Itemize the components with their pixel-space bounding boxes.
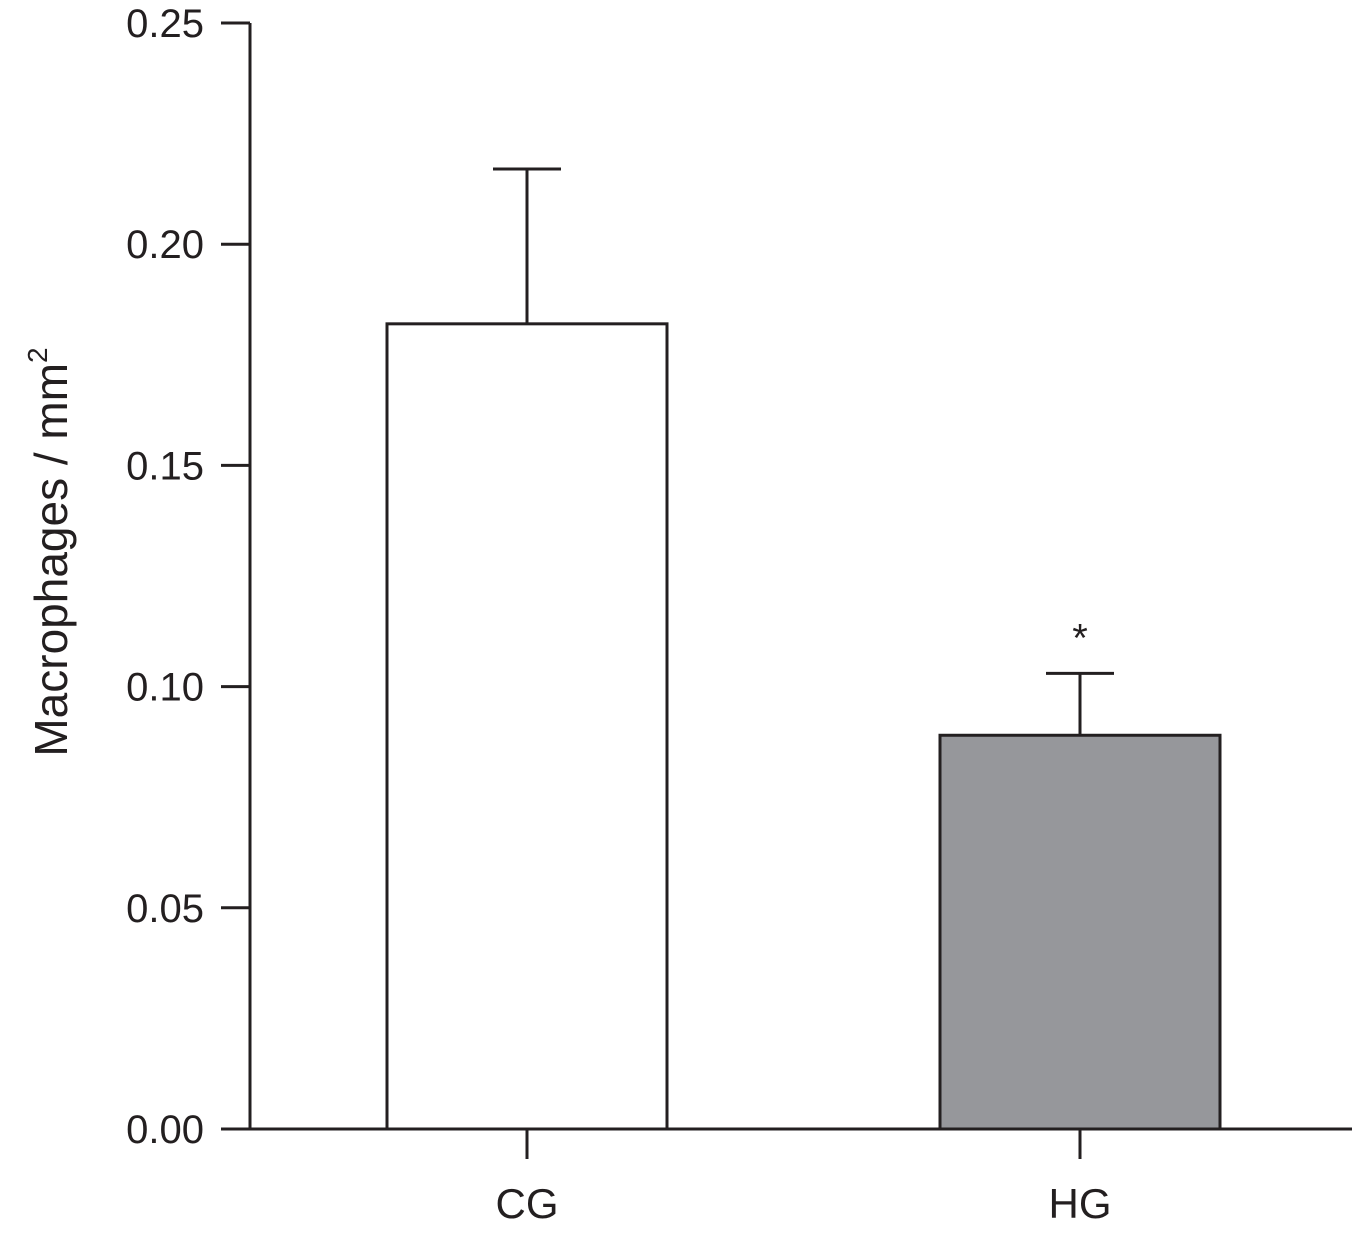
x-axis-ticks: CG HG xyxy=(496,1129,1112,1227)
significance-marker: * xyxy=(1072,616,1088,660)
x-tick-label-hg: HG xyxy=(1049,1180,1112,1227)
y-axis-label-text: Macrophages / mm xyxy=(25,363,77,757)
y-tick-label: 0.05 xyxy=(126,887,204,931)
y-axis-ticks: 0.00 0.05 0.10 0.15 0.20 0.25 xyxy=(126,2,250,1152)
y-axis-label: Macrophages / mm2 xyxy=(22,347,77,756)
y-axis-label-superscript: 2 xyxy=(22,347,53,363)
y-tick-label: 0.15 xyxy=(126,444,204,488)
y-tick-label: 0.00 xyxy=(126,1108,204,1152)
y-tick-label: 0.25 xyxy=(126,2,204,46)
bar-cg xyxy=(385,322,669,1131)
bar-hg xyxy=(938,733,1222,1131)
y-tick-label: 0.10 xyxy=(126,666,204,710)
y-tick-label: 0.20 xyxy=(126,223,204,267)
x-tick-label-cg: CG xyxy=(496,1180,559,1227)
bars-group: * xyxy=(385,167,1222,1131)
